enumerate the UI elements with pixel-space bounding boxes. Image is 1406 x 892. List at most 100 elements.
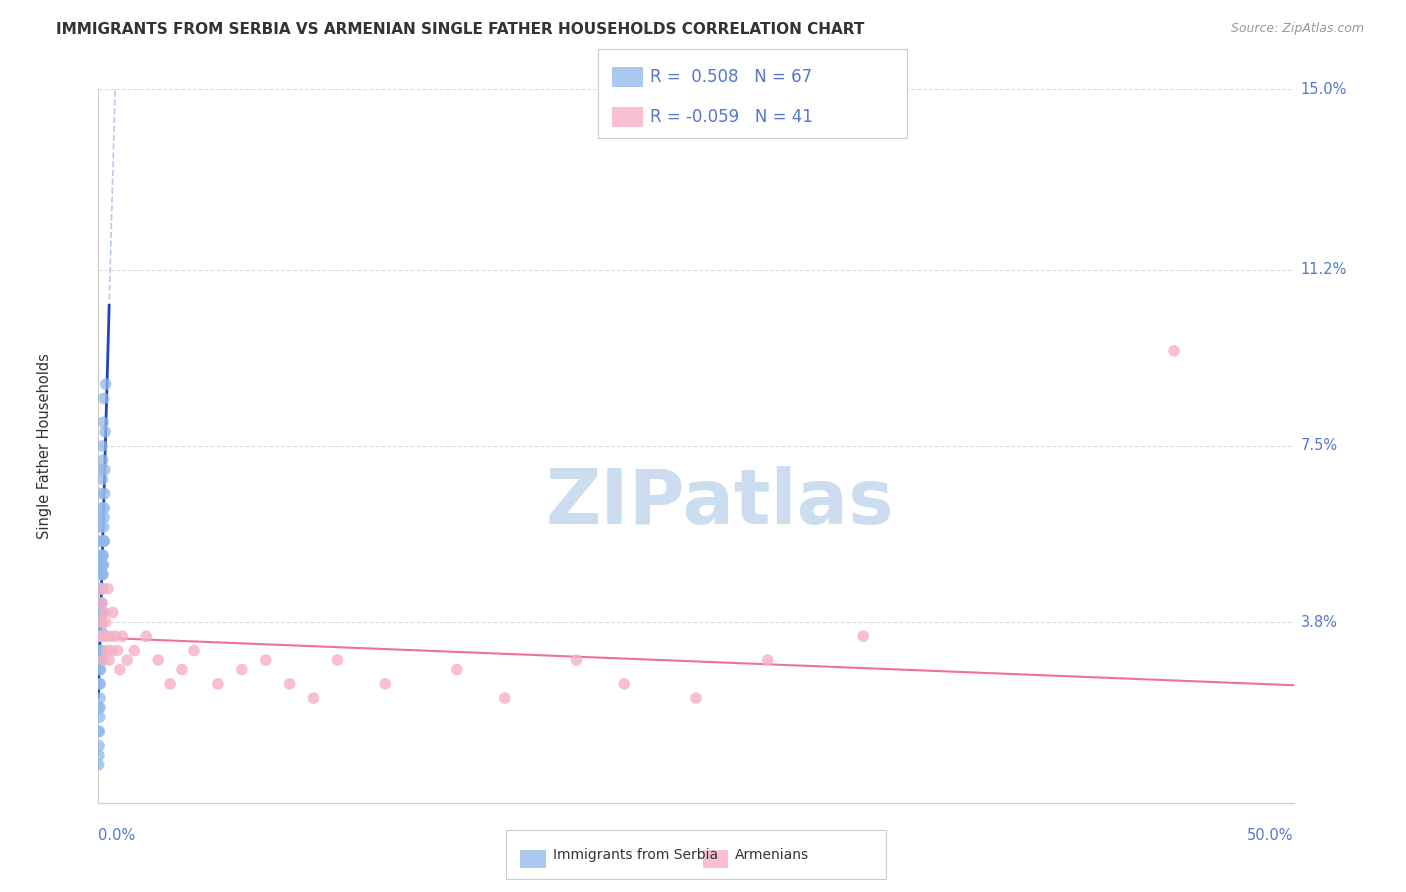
Point [124,643,146,657]
Point [89,653,111,667]
Point [90,615,112,629]
Point [87,724,110,739]
Point [90,629,112,643]
Point [93,392,115,406]
Point [91,606,114,620]
Point [326,653,349,667]
Point [89,510,111,524]
Point [89,643,111,657]
Point [90,500,112,515]
Point [89,710,111,724]
Point [94,377,117,392]
Point [97,582,120,596]
Point [87,748,110,763]
Point [852,629,875,643]
Point [91,549,114,563]
Point [90,606,112,620]
Point [89,629,111,643]
Point [93,606,115,620]
Point [94,425,117,439]
Point [115,653,138,667]
Point [89,653,111,667]
Point [93,486,115,500]
Point [91,582,114,596]
Point [446,663,468,677]
Point [90,624,112,639]
Point [108,663,131,677]
Point [93,534,115,549]
Point [91,596,114,610]
Point [94,615,117,629]
Point [207,677,229,691]
Point [87,757,110,772]
Text: Immigrants from Serbia: Immigrants from Serbia [553,847,717,862]
Point [374,677,396,691]
Point [89,629,111,643]
Point [91,629,114,643]
Point [90,653,112,667]
Point [91,567,114,582]
Text: 7.5%: 7.5% [1301,439,1337,453]
Point [89,596,111,610]
Point [89,486,111,500]
Point [91,558,114,572]
Text: Source: ZipAtlas.com: Source: ZipAtlas.com [1230,22,1364,36]
Text: 3.8%: 3.8% [1301,615,1337,630]
Point [90,615,112,629]
Point [91,653,114,667]
Point [98,629,122,643]
Point [148,653,170,667]
Point [89,700,111,714]
Point [89,691,111,706]
Point [90,463,112,477]
Point [135,629,157,643]
Point [91,453,114,467]
Point [89,615,111,629]
Point [93,500,115,515]
Point [90,615,112,629]
Point [100,643,122,657]
Point [278,677,301,691]
Point [91,567,114,582]
Point [91,534,114,549]
Point [89,629,111,643]
Point [89,677,111,691]
Text: 50.0%: 50.0% [1247,828,1294,843]
Text: 0.0%: 0.0% [98,828,135,843]
Point [685,691,707,706]
Point [172,663,194,677]
Point [565,653,588,667]
Point [94,629,117,643]
Point [90,582,112,596]
Point [104,629,127,643]
Point [91,558,114,572]
Text: R =  0.508   N = 67: R = 0.508 N = 67 [650,68,811,86]
Point [91,439,114,453]
Point [101,606,124,620]
Point [183,643,205,657]
Point [89,534,111,549]
Point [254,653,277,667]
Point [494,691,516,706]
Point [91,472,114,486]
Point [613,677,636,691]
Point [89,739,111,753]
Point [91,415,114,429]
Point [93,534,115,549]
Point [89,663,111,677]
Point [98,653,121,667]
Point [90,582,112,596]
Point [90,663,112,677]
Point [91,596,114,610]
Point [231,663,253,677]
Point [89,724,111,739]
Point [96,643,118,657]
Point [90,549,112,563]
Point [93,520,115,534]
Text: Armenians: Armenians [735,847,810,862]
Point [93,558,115,572]
Text: Single Father Households: Single Father Households [37,353,52,539]
Point [159,677,181,691]
Point [302,691,325,706]
Point [94,463,117,477]
